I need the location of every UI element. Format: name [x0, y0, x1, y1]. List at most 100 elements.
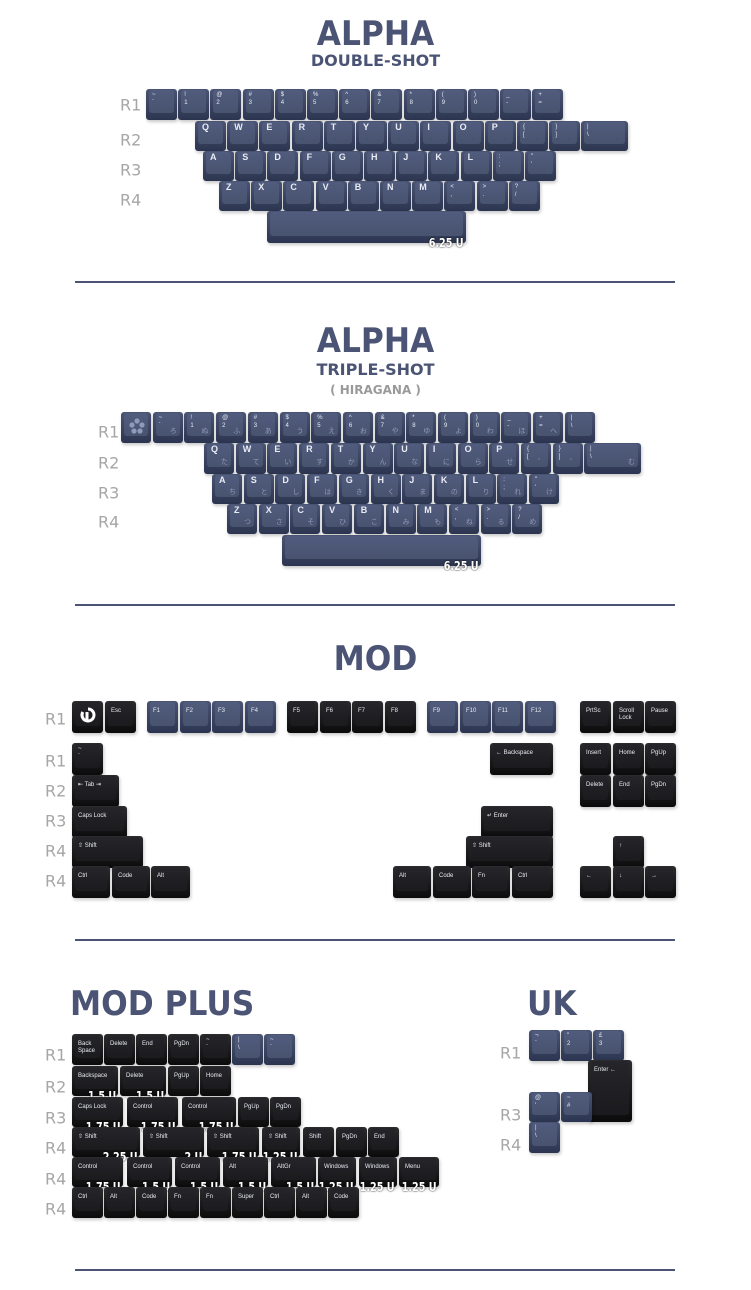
key-legend-kana: ち	[229, 489, 236, 496]
key-legend: C	[297, 505, 304, 515]
keycap: * 8 ゆ	[406, 412, 437, 443]
keycap: ! 1 ぬ	[184, 412, 215, 443]
keycap-top: Y	[359, 122, 384, 144]
key-legend-shift: <	[454, 507, 459, 513]
keycap: ) 0	[468, 89, 499, 120]
keycap: ←	[580, 866, 611, 898]
keycap-top: ¬ `	[532, 1031, 557, 1054]
key-legend: F	[306, 152, 313, 162]
keycap: Esc	[105, 701, 136, 733]
keycap-top: <,	[447, 182, 473, 204]
key-legend-shift: (	[444, 415, 446, 421]
key-legend-shift: ~	[270, 1037, 274, 1043]
keycap-top: >.	[479, 182, 505, 204]
key-legend: T	[330, 122, 337, 132]
key-legend-kana: へ	[550, 428, 558, 435]
key-legend: Backspace	[78, 1073, 108, 1079]
key-legend-shift: )	[474, 92, 476, 98]
key-legend: Super	[238, 1194, 255, 1200]
key-legend-kana: も	[434, 519, 442, 526]
keycap-top: Ctrl	[75, 867, 107, 891]
key-legend: T	[337, 444, 344, 454]
key-legend-base: 3	[599, 1041, 603, 1047]
key-legend: Y	[363, 122, 370, 132]
keycap: X	[251, 181, 283, 211]
key-legend-shift: ¬	[535, 1033, 539, 1039]
keycap-top: ) 0 わ	[472, 413, 497, 436]
keycap: Delete	[580, 775, 611, 807]
key-legend-shift: >	[482, 184, 487, 190]
keycap: Alt1.5 U	[223, 1157, 268, 1194]
keycap: PgDn	[645, 775, 676, 807]
key-legend: Y	[369, 444, 376, 454]
keycap-top: (9	[438, 90, 464, 113]
keycap: * 8	[403, 89, 435, 120]
keycap: F1	[147, 701, 178, 733]
section-divider	[75, 1269, 675, 1271]
key-legend-base: ;	[503, 485, 505, 491]
key-legend: L	[467, 152, 474, 162]
key-legend-base: 1	[184, 100, 188, 106]
keycap-top: ↵ Enter	[484, 807, 550, 831]
keycap-top: Alt	[396, 867, 428, 891]
key-legend-shift: ~	[158, 415, 163, 421]
key-legend-shift: +	[538, 92, 542, 98]
keycap-top: | \	[532, 1123, 557, 1146]
keycap-top: I	[423, 122, 449, 144]
key-legend-kana: さ	[275, 519, 283, 526]
keycap-top: Ctrl	[267, 1188, 292, 1211]
keycap-top: ⇧ Shift	[75, 837, 140, 861]
key-legend-shift: !	[184, 92, 186, 98]
keycap: <,	[444, 181, 476, 211]
keycap: PgDn	[336, 1127, 367, 1157]
row-label: R4	[98, 512, 120, 532]
keycap: F3	[212, 701, 243, 733]
keycap: ↵ Enter	[481, 806, 553, 838]
keycap: End	[613, 775, 644, 807]
keycap-top: E	[262, 122, 288, 144]
key-legend-shift: &	[377, 92, 382, 98]
key-legend: O	[459, 122, 467, 132]
key-legend: A	[219, 475, 226, 485]
keycap-top: V	[318, 182, 344, 204]
keycap: Enter ←	[588, 1060, 632, 1122]
key-legend: Alt	[110, 1194, 118, 1200]
keycap-top: M	[415, 182, 441, 204]
key-legend-base: 7	[380, 423, 384, 429]
keycap-top: PgDn	[648, 776, 673, 800]
key-legend: U	[401, 444, 408, 454]
key-legend-shift: ~	[152, 92, 156, 98]
keycap-top: P	[487, 122, 513, 144]
key-legend-shift: :	[498, 154, 501, 160]
keycap: Ctrl	[264, 1187, 295, 1218]
key-legend: ⇧ Shift	[78, 843, 97, 849]
keycap-top: Alt	[299, 1188, 324, 1211]
key-legend-kana: ゆ	[423, 428, 431, 435]
keycap-top: Menu	[402, 1158, 436, 1180]
keycap: ~ `	[146, 89, 177, 120]
keycap: ~ `	[200, 1034, 231, 1065]
key-legend: Windows	[324, 1164, 349, 1170]
keycap: }]	[549, 121, 581, 151]
key-legend-kana: あ	[264, 428, 272, 435]
key-legend-base: \	[590, 454, 592, 460]
key-legend-base: \	[587, 132, 589, 138]
key-legend-base: [	[523, 132, 525, 138]
key-legend-shift: ?	[514, 184, 519, 190]
key-legend: Delete	[110, 1041, 128, 1047]
key-legend: P	[491, 122, 498, 132]
key-legend-shift: _	[506, 92, 510, 98]
keycap: " ' け	[529, 474, 559, 504]
keycap-top: & 7	[374, 90, 400, 113]
keycap-top: S	[238, 152, 264, 174]
key-legend-shift: *	[409, 92, 412, 98]
key-legend-base: ,	[454, 515, 457, 521]
